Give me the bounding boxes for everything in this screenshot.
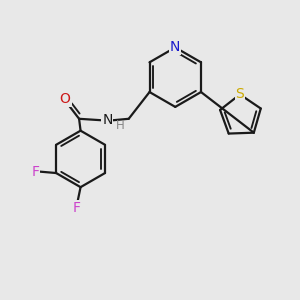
Text: N: N [102, 113, 112, 127]
Text: N: N [170, 40, 181, 55]
Text: S: S [236, 87, 244, 101]
Text: F: F [31, 164, 39, 178]
Text: O: O [60, 92, 70, 106]
Text: F: F [73, 201, 81, 215]
Text: H: H [116, 119, 124, 132]
